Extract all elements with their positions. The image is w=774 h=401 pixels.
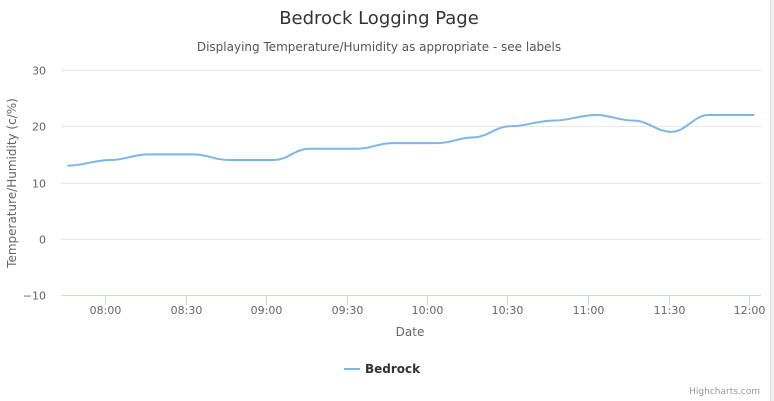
y-tick-label: 10	[32, 178, 46, 191]
y-tick-label: 20	[32, 121, 46, 134]
y-axis-title: Temperature/Humidity (c/%)	[5, 98, 19, 269]
x-tick-label: 11:00	[573, 304, 605, 317]
x-tick-label: 12:00	[734, 304, 766, 317]
x-tick-label: 10:00	[412, 304, 444, 317]
scrollbar[interactable]	[770, 0, 774, 401]
series-line-bedrock[interactable]	[67, 114, 755, 167]
legend-item-bedrock[interactable]: Bedrock	[344, 362, 421, 376]
credits-link[interactable]: Highcharts.com	[689, 387, 760, 397]
chart-title: Bedrock Logging Page	[279, 8, 479, 29]
x-tick-label: 11:30	[654, 304, 686, 317]
x-tick-label: 08:00	[90, 304, 122, 317]
x-tick-label: 10:30	[492, 304, 524, 317]
chart-subtitle: Displaying Temperature/Humidity as appro…	[197, 40, 561, 54]
x-tick-label: 09:00	[251, 304, 283, 317]
x-axis-title: Date	[396, 325, 425, 339]
legend-label: Bedrock	[365, 362, 421, 376]
x-tick-label: 09:30	[332, 304, 364, 317]
x-tick-label: 08:30	[171, 304, 203, 317]
y-tick-label: −10	[23, 290, 46, 303]
y-tick-label: 30	[32, 65, 46, 78]
y-tick-label: 0	[39, 234, 46, 247]
